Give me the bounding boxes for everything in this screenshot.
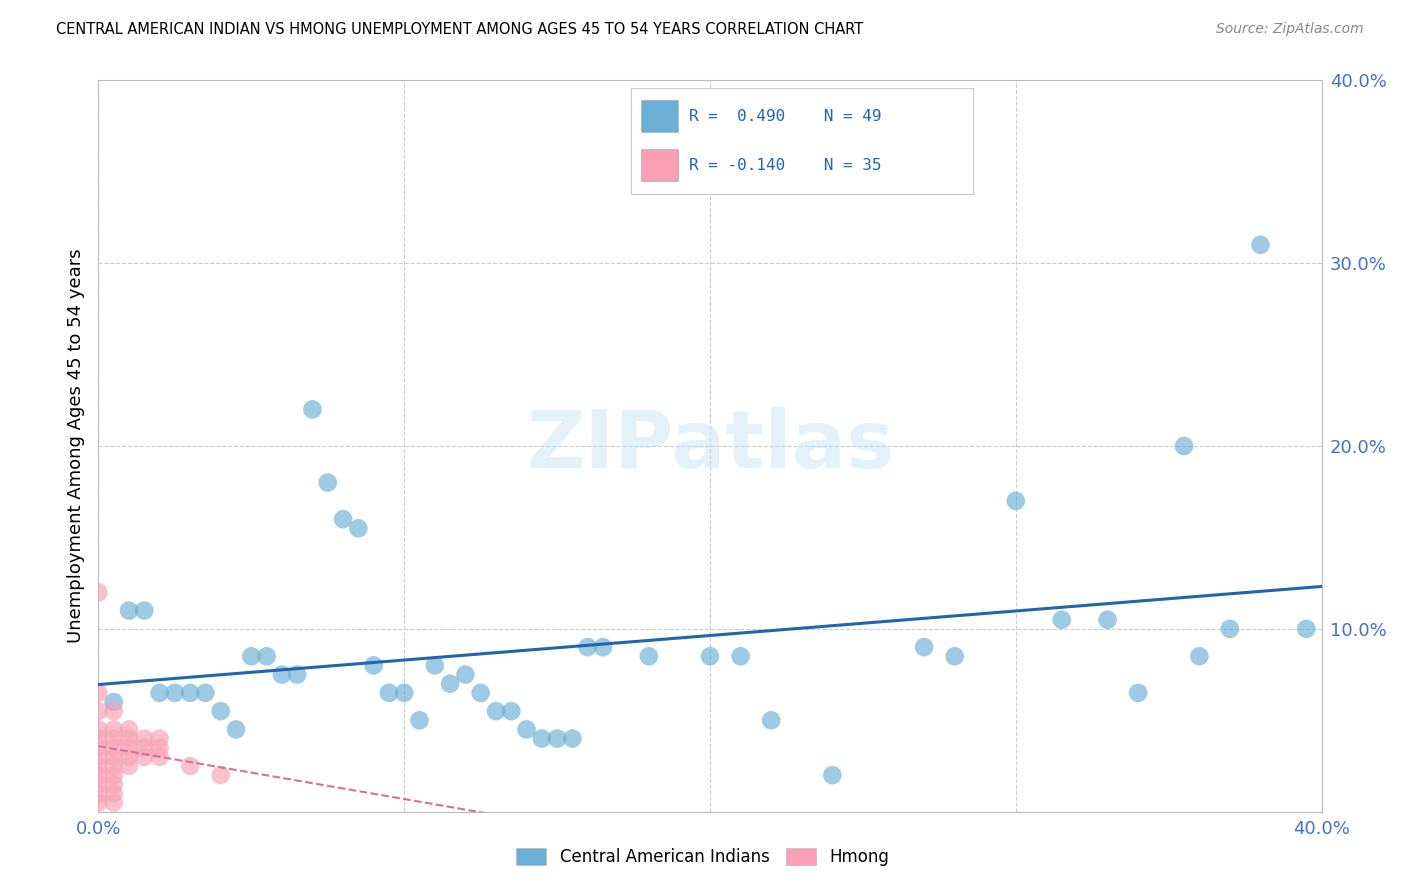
Point (209, 768, 232, 782)
Point (87, 740, 110, 755)
Point (179, 759, 201, 773)
Point (87, 686, 110, 700)
Point (1188, 649, 1211, 664)
Point (87, 787, 110, 801)
Point (103, 695, 125, 709)
Point (1295, 622, 1317, 636)
Point (87, 731, 110, 746)
Point (301, 402, 323, 417)
Text: Source: ZipAtlas.com: Source: ZipAtlas.com (1216, 22, 1364, 37)
Point (118, 603, 141, 617)
Point (1173, 439, 1195, 453)
Point (103, 777, 125, 791)
Point (1004, 493, 1026, 508)
Point (103, 723, 125, 737)
Point (149, 749, 172, 764)
Point (943, 649, 966, 664)
Point (285, 667, 308, 681)
Point (408, 714, 430, 728)
Point (378, 686, 401, 700)
Text: CENTRAL AMERICAN INDIAN VS HMONG UNEMPLOYMENT AMONG AGES 45 TO 54 YEARS CORRELAT: CENTRAL AMERICAN INDIAN VS HMONG UNEMPLO… (56, 22, 863, 37)
Point (1249, 238, 1271, 252)
Point (103, 787, 125, 801)
Point (561, 731, 583, 746)
Point (134, 749, 156, 764)
Point (347, 521, 370, 535)
Point (87, 777, 110, 791)
Point (1097, 613, 1119, 627)
Point (730, 649, 752, 664)
Point (179, 686, 201, 700)
Point (118, 740, 141, 755)
Point (103, 704, 125, 718)
Point (470, 686, 492, 700)
Y-axis label: Unemployment Among Ages 45 to 54 years: Unemployment Among Ages 45 to 54 years (66, 249, 84, 643)
Point (1050, 613, 1073, 627)
Point (454, 667, 477, 681)
Point (1219, 622, 1241, 636)
Point (637, 649, 661, 664)
Point (194, 686, 217, 700)
Point (134, 731, 156, 746)
Point (134, 740, 156, 755)
Point (759, 714, 782, 728)
Legend: Central American Indians, Hmong: Central American Indians, Hmong (508, 840, 898, 875)
Point (134, 603, 156, 617)
Point (118, 723, 141, 737)
Point (103, 749, 125, 764)
Point (87, 723, 110, 737)
Point (225, 723, 247, 737)
Point (103, 759, 125, 773)
Point (316, 475, 339, 490)
Point (256, 649, 278, 664)
Point (912, 640, 935, 655)
Point (87, 704, 110, 718)
Point (332, 512, 354, 526)
Point (501, 704, 523, 718)
Point (392, 686, 416, 700)
Point (423, 658, 446, 673)
Point (149, 740, 172, 755)
Point (149, 686, 172, 700)
Point (699, 649, 721, 664)
Point (270, 667, 292, 681)
Point (576, 640, 599, 655)
Point (530, 731, 553, 746)
Point (209, 704, 232, 718)
Point (87, 759, 110, 773)
Point (87, 796, 110, 810)
Point (103, 768, 125, 782)
Point (87, 749, 110, 764)
Point (87, 585, 110, 599)
Point (439, 676, 461, 690)
Point (240, 649, 263, 664)
Point (103, 731, 125, 746)
Point (149, 731, 172, 746)
Point (1128, 686, 1150, 700)
Point (87, 768, 110, 782)
Point (485, 704, 508, 718)
Point (546, 731, 568, 746)
Point (592, 640, 614, 655)
Point (821, 768, 844, 782)
Text: ZIPatlas: ZIPatlas (526, 407, 894, 485)
Point (118, 749, 141, 764)
Point (363, 658, 385, 673)
Point (163, 686, 186, 700)
Point (118, 759, 141, 773)
Point (103, 796, 125, 810)
Point (118, 731, 141, 746)
Point (516, 723, 538, 737)
Point (103, 740, 125, 755)
